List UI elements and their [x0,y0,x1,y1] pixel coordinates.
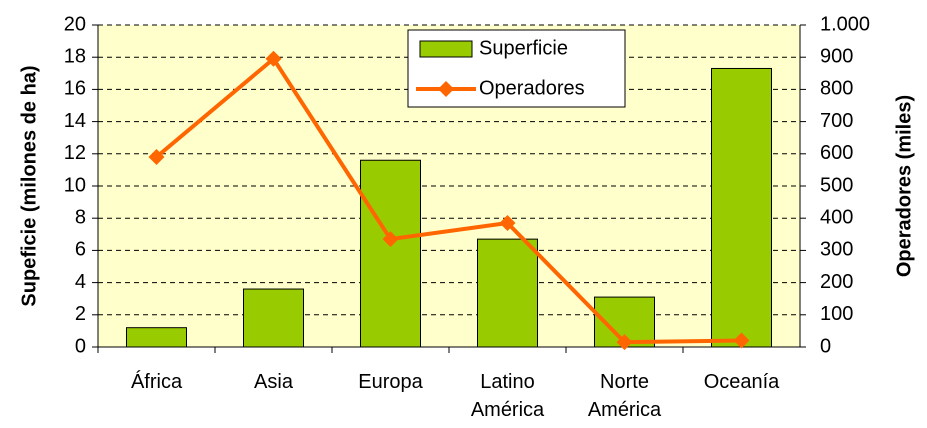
x-tick-label: Oceanía [703,371,780,393]
y-tick-label: 14 [64,110,86,132]
bar [711,67,772,348]
y-tick-label: 8 [75,206,86,228]
x-tick-label: Norte América [587,371,662,421]
bar [477,238,538,348]
marker [148,149,165,166]
x-tick-label: África [130,371,183,393]
y2-tick-label: 300 [820,239,853,261]
y2-tick-label: 500 [820,174,853,196]
y2-tick-label: 700 [820,110,853,132]
y-tick-label: 4 [75,271,86,293]
y2-tick-label: 200 [820,271,853,293]
bar [243,288,304,348]
marker [265,50,282,67]
legend-label: Superficie [479,37,568,59]
marker [499,215,516,232]
legend-marker [438,81,454,97]
bar [126,327,187,348]
y-axis-label: Supeficie (milones de ha) [18,65,40,306]
y2-axis-label: Operadores (miles) [893,95,915,277]
y2-tick-label: 900 [820,45,853,67]
y2-tick-label: 600 [820,142,853,164]
y-tick-label: 16 [64,78,86,100]
marker [616,334,633,351]
line [155,55,742,345]
marker [382,231,399,248]
y-tick-label: 2 [75,303,86,325]
y2-tick-label: 1.000 [820,13,870,35]
legend-swatch [419,40,473,58]
x-tick-label: Asia [254,371,293,393]
y2-tick-label: 800 [820,78,853,100]
y-tick-label: 0 [75,335,86,357]
bar [360,159,421,348]
y2-tick-label: 100 [820,303,853,325]
y-tick-label: 18 [64,45,86,67]
y2-tick-label: 400 [820,206,853,228]
y2-tick-label: 0 [820,335,831,357]
y-tick-label: 20 [64,13,86,35]
y-tick-label: 10 [64,174,86,196]
legend-label: Operadores [479,77,585,99]
y-tick-label: 6 [75,239,86,261]
x-tick-label: Europa [358,371,423,393]
x-tick-label: Latino América [470,371,545,421]
marker [733,332,750,349]
y-tick-label: 12 [64,142,86,164]
